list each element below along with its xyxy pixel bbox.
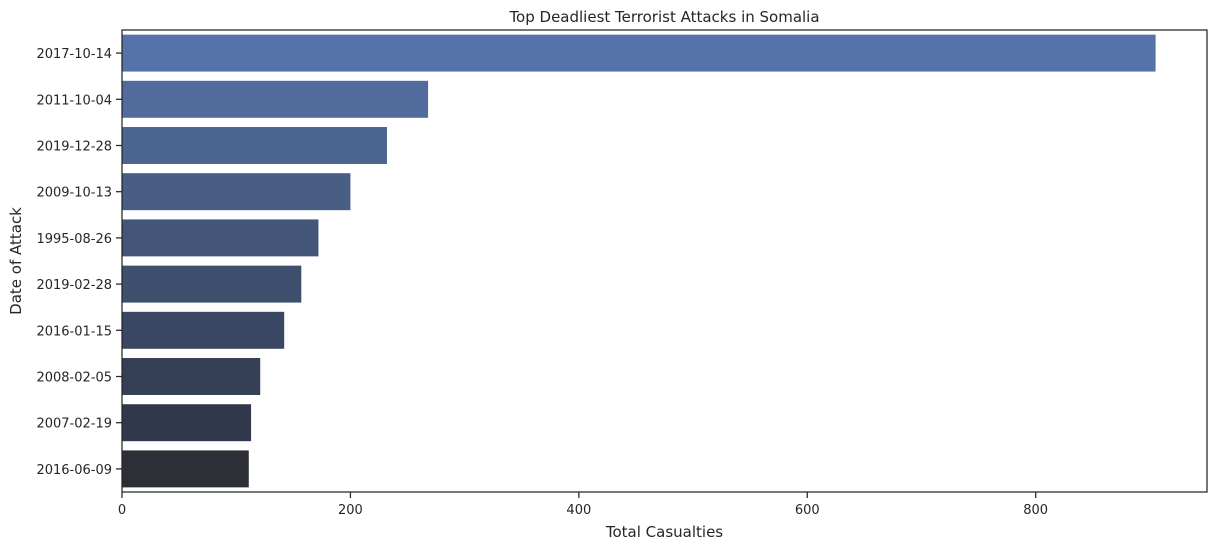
bars-group (122, 34, 1156, 488)
bar-2011-10-04 (122, 80, 429, 118)
y-tick-label: 2009-10-13 (36, 186, 112, 201)
x-axis-title: Total Casualties (605, 523, 723, 541)
bar-2016-06-09 (122, 450, 249, 488)
x-tick-label: 400 (566, 503, 591, 518)
y-tick-label: 2008-02-05 (36, 371, 112, 386)
bar-1995-08-26 (122, 219, 319, 257)
y-tick-label: 1995-08-26 (36, 232, 112, 247)
x-tick-label: 600 (795, 503, 820, 518)
y-tick-label: 2011-10-04 (36, 93, 112, 108)
y-tick-label: 2019-12-28 (36, 140, 112, 155)
plot-frame (121, 29, 1208, 493)
y-tick-label: 2019-02-28 (36, 278, 112, 293)
bar-2016-01-15 (122, 311, 285, 349)
chart-title: Top Deadliest Terrorist Attacks in Somal… (508, 8, 819, 26)
x-axis-ticks: 0 200 400 600 800 (118, 492, 1048, 518)
y-tick-label: 2007-02-19 (36, 417, 112, 432)
bar-2008-02-05 (122, 358, 261, 395)
bar-2009-10-13 (122, 173, 351, 211)
bar-2007-02-19 (122, 404, 252, 442)
x-tick-label: 800 (1023, 503, 1048, 518)
x-tick-label: 0 (118, 503, 126, 518)
bar-2017-10-14 (122, 34, 1156, 72)
bar-2019-02-28 (122, 265, 302, 303)
y-axis-title: Date of Attack (7, 207, 25, 315)
bar-2019-12-28 (122, 127, 387, 164)
y-axis-ticks: 2017-10-14 2011-10-04 2019-12-28 2009-10-13… (36, 47, 122, 478)
x-tick-label: 200 (338, 503, 363, 518)
y-tick-label: 2016-01-15 (36, 324, 112, 339)
y-tick-label: 2017-10-14 (36, 47, 112, 62)
y-tick-label: 2016-06-09 (36, 463, 112, 478)
